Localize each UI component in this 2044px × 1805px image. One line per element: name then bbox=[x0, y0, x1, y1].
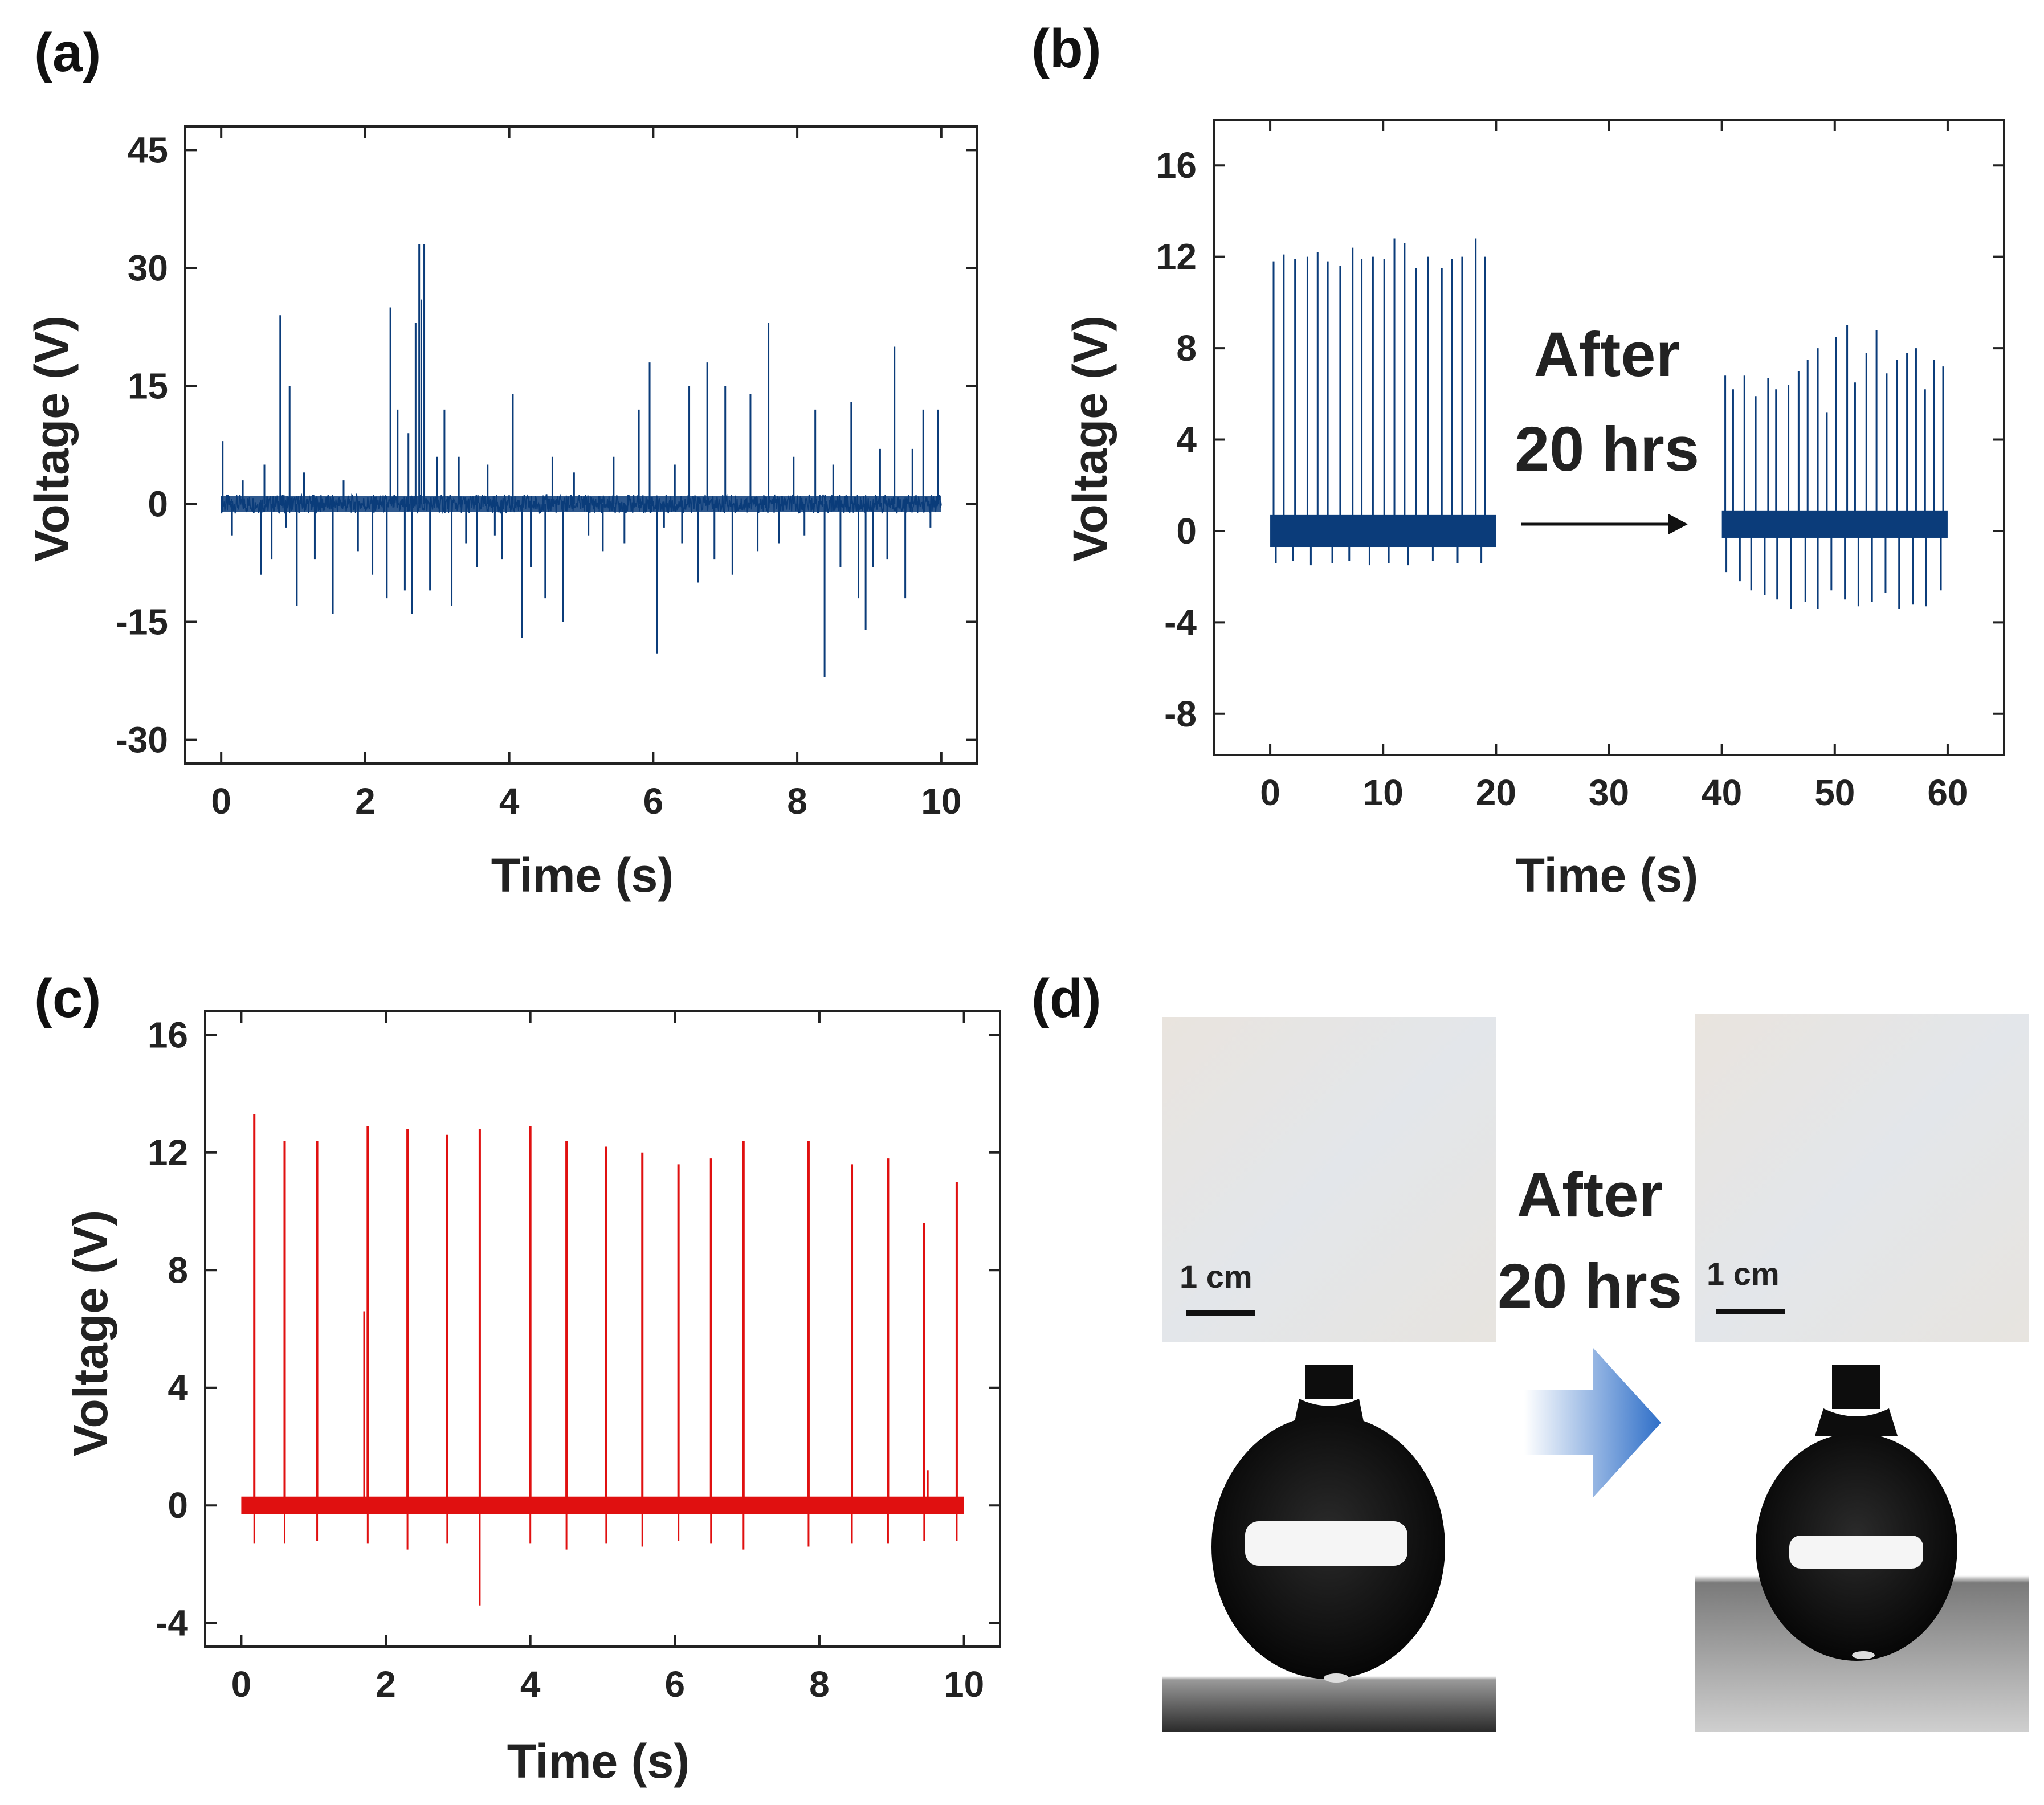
y-tick-label: 8 bbox=[1176, 328, 1197, 369]
chart-b-annotation-line1: After bbox=[1534, 320, 1680, 390]
y-tick-label: -30 bbox=[116, 720, 169, 761]
surface-photo-icon bbox=[1162, 1017, 1496, 1342]
surface-photo-icon bbox=[1695, 1014, 2029, 1342]
y-tick-label: 0 bbox=[148, 484, 168, 525]
droplet-photo-before bbox=[1162, 1359, 1496, 1732]
x-tick-label: 8 bbox=[787, 781, 807, 822]
chart-a-ylabel: Voltage (V) bbox=[25, 316, 79, 562]
x-tick-label: 30 bbox=[1589, 772, 1629, 813]
x-tick-label: 4 bbox=[520, 1664, 541, 1705]
x-tick-label: 2 bbox=[376, 1664, 396, 1705]
baseline-band bbox=[241, 1496, 964, 1514]
y-tick-label: 16 bbox=[148, 1014, 188, 1055]
scale-bar-label-before: 1 cm bbox=[1180, 1259, 1252, 1294]
y-tick-label: -4 bbox=[1164, 602, 1197, 643]
baseline-band-after bbox=[1721, 510, 1948, 538]
needle-icon bbox=[1305, 1365, 1353, 1399]
panel-d-annotation-line2: 20 hrs bbox=[1498, 1251, 1682, 1321]
y-tick-label: 4 bbox=[1176, 419, 1197, 460]
panel-c-label: (c) bbox=[34, 968, 101, 1029]
y-tick-label: -8 bbox=[1164, 693, 1197, 734]
chart-a: 0 2 4 6 8 10 -30 -15 0 15 30 45 bbox=[116, 125, 978, 822]
baseline-band bbox=[221, 496, 941, 512]
x-tick-label: 50 bbox=[1814, 772, 1855, 813]
droplet-photo-after bbox=[1695, 1359, 2029, 1732]
x-tick-label: 8 bbox=[809, 1664, 830, 1705]
y-tick-label: -15 bbox=[116, 602, 169, 643]
chart-b-annotation-line2: 20 hrs bbox=[1515, 414, 1699, 484]
needle-icon bbox=[1832, 1365, 1880, 1409]
chart-b-arrow-head-icon bbox=[1668, 514, 1688, 534]
x-tick-label: 20 bbox=[1476, 772, 1516, 813]
scale-bar-before bbox=[1186, 1310, 1255, 1316]
chart-b: 0 10 20 30 40 50 60 -8 -4 0 4 8 12 16 bbox=[1156, 119, 2005, 813]
x-tick-label: 6 bbox=[643, 781, 664, 822]
right-arrow-icon bbox=[1524, 1347, 1661, 1498]
y-tick-label: 30 bbox=[128, 247, 168, 288]
panel-b: (b) 0 10 20 30 40 50 60 -8 -4 0 4 8 12 16 Time (s) Vo… bbox=[1031, 18, 2005, 902]
y-tick-label: 4 bbox=[168, 1367, 188, 1408]
y-tick-label: 16 bbox=[1156, 145, 1197, 186]
plot-frame bbox=[204, 1010, 1001, 1648]
panel-d: (d) 1 cm 1 cm After 20 hrs bbox=[1031, 968, 2029, 1732]
chart-a-xlabel: Time (s) bbox=[491, 848, 674, 902]
x-tick-label: 0 bbox=[1260, 772, 1280, 813]
surface-photo-after: 1 cm bbox=[1695, 1014, 2029, 1342]
x-tick-label: 10 bbox=[1363, 772, 1404, 813]
x-tick-label: 60 bbox=[1927, 772, 1968, 813]
panel-b-label: (b) bbox=[1031, 18, 1101, 79]
x-tick-label: 40 bbox=[1702, 772, 1742, 813]
y-tick-label: 12 bbox=[148, 1132, 188, 1173]
chart-b-ylabel: Voltage (V) bbox=[1063, 316, 1117, 562]
y-tick-label: 0 bbox=[1176, 511, 1197, 552]
panel-c: (c) 0 2 4 6 8 10 -4 0 4 8 12 16 Time (s) Voltage (V… bbox=[34, 968, 1001, 1788]
surface-photo-before: 1 cm bbox=[1162, 1017, 1496, 1342]
x-tick-label: 10 bbox=[921, 781, 961, 822]
panel-a-label: (a) bbox=[34, 22, 101, 83]
y-tick-label: 0 bbox=[168, 1485, 188, 1526]
x-tick-label: 0 bbox=[231, 1664, 252, 1705]
chart-c: 0 2 4 6 8 10 -4 0 4 8 12 16 bbox=[148, 1010, 1001, 1705]
x-tick-label: 6 bbox=[665, 1664, 686, 1705]
y-tick-label: -4 bbox=[156, 1603, 188, 1644]
chart-c-xlabel: Time (s) bbox=[507, 1734, 690, 1788]
panel-d-label: (d) bbox=[1031, 968, 1101, 1029]
chart-b-xlabel: Time (s) bbox=[1516, 848, 1699, 902]
x-tick-label: 2 bbox=[355, 781, 376, 822]
x-tick-label: 10 bbox=[944, 1664, 984, 1705]
x-tick-label: 4 bbox=[499, 781, 520, 822]
scale-bar-label-after: 1 cm bbox=[1707, 1256, 1780, 1292]
baseline-band-before bbox=[1270, 514, 1496, 548]
panel-d-annotation-line1: After bbox=[1517, 1160, 1663, 1230]
y-tick-label: 45 bbox=[128, 129, 168, 170]
plot-frame bbox=[184, 125, 978, 765]
panel-a: (a) 0 2 4 6 8 10 -30 -15 0 15 30 45 Time (s) Voltag… bbox=[25, 22, 978, 902]
chart-c-ylabel: Voltage (V) bbox=[64, 1210, 117, 1456]
y-tick-label: 12 bbox=[1156, 236, 1197, 277]
y-tick-label: 8 bbox=[168, 1249, 188, 1291]
scale-bar-after bbox=[1716, 1309, 1785, 1314]
y-tick-label: 15 bbox=[128, 365, 168, 406]
x-tick-label: 0 bbox=[211, 781, 231, 822]
